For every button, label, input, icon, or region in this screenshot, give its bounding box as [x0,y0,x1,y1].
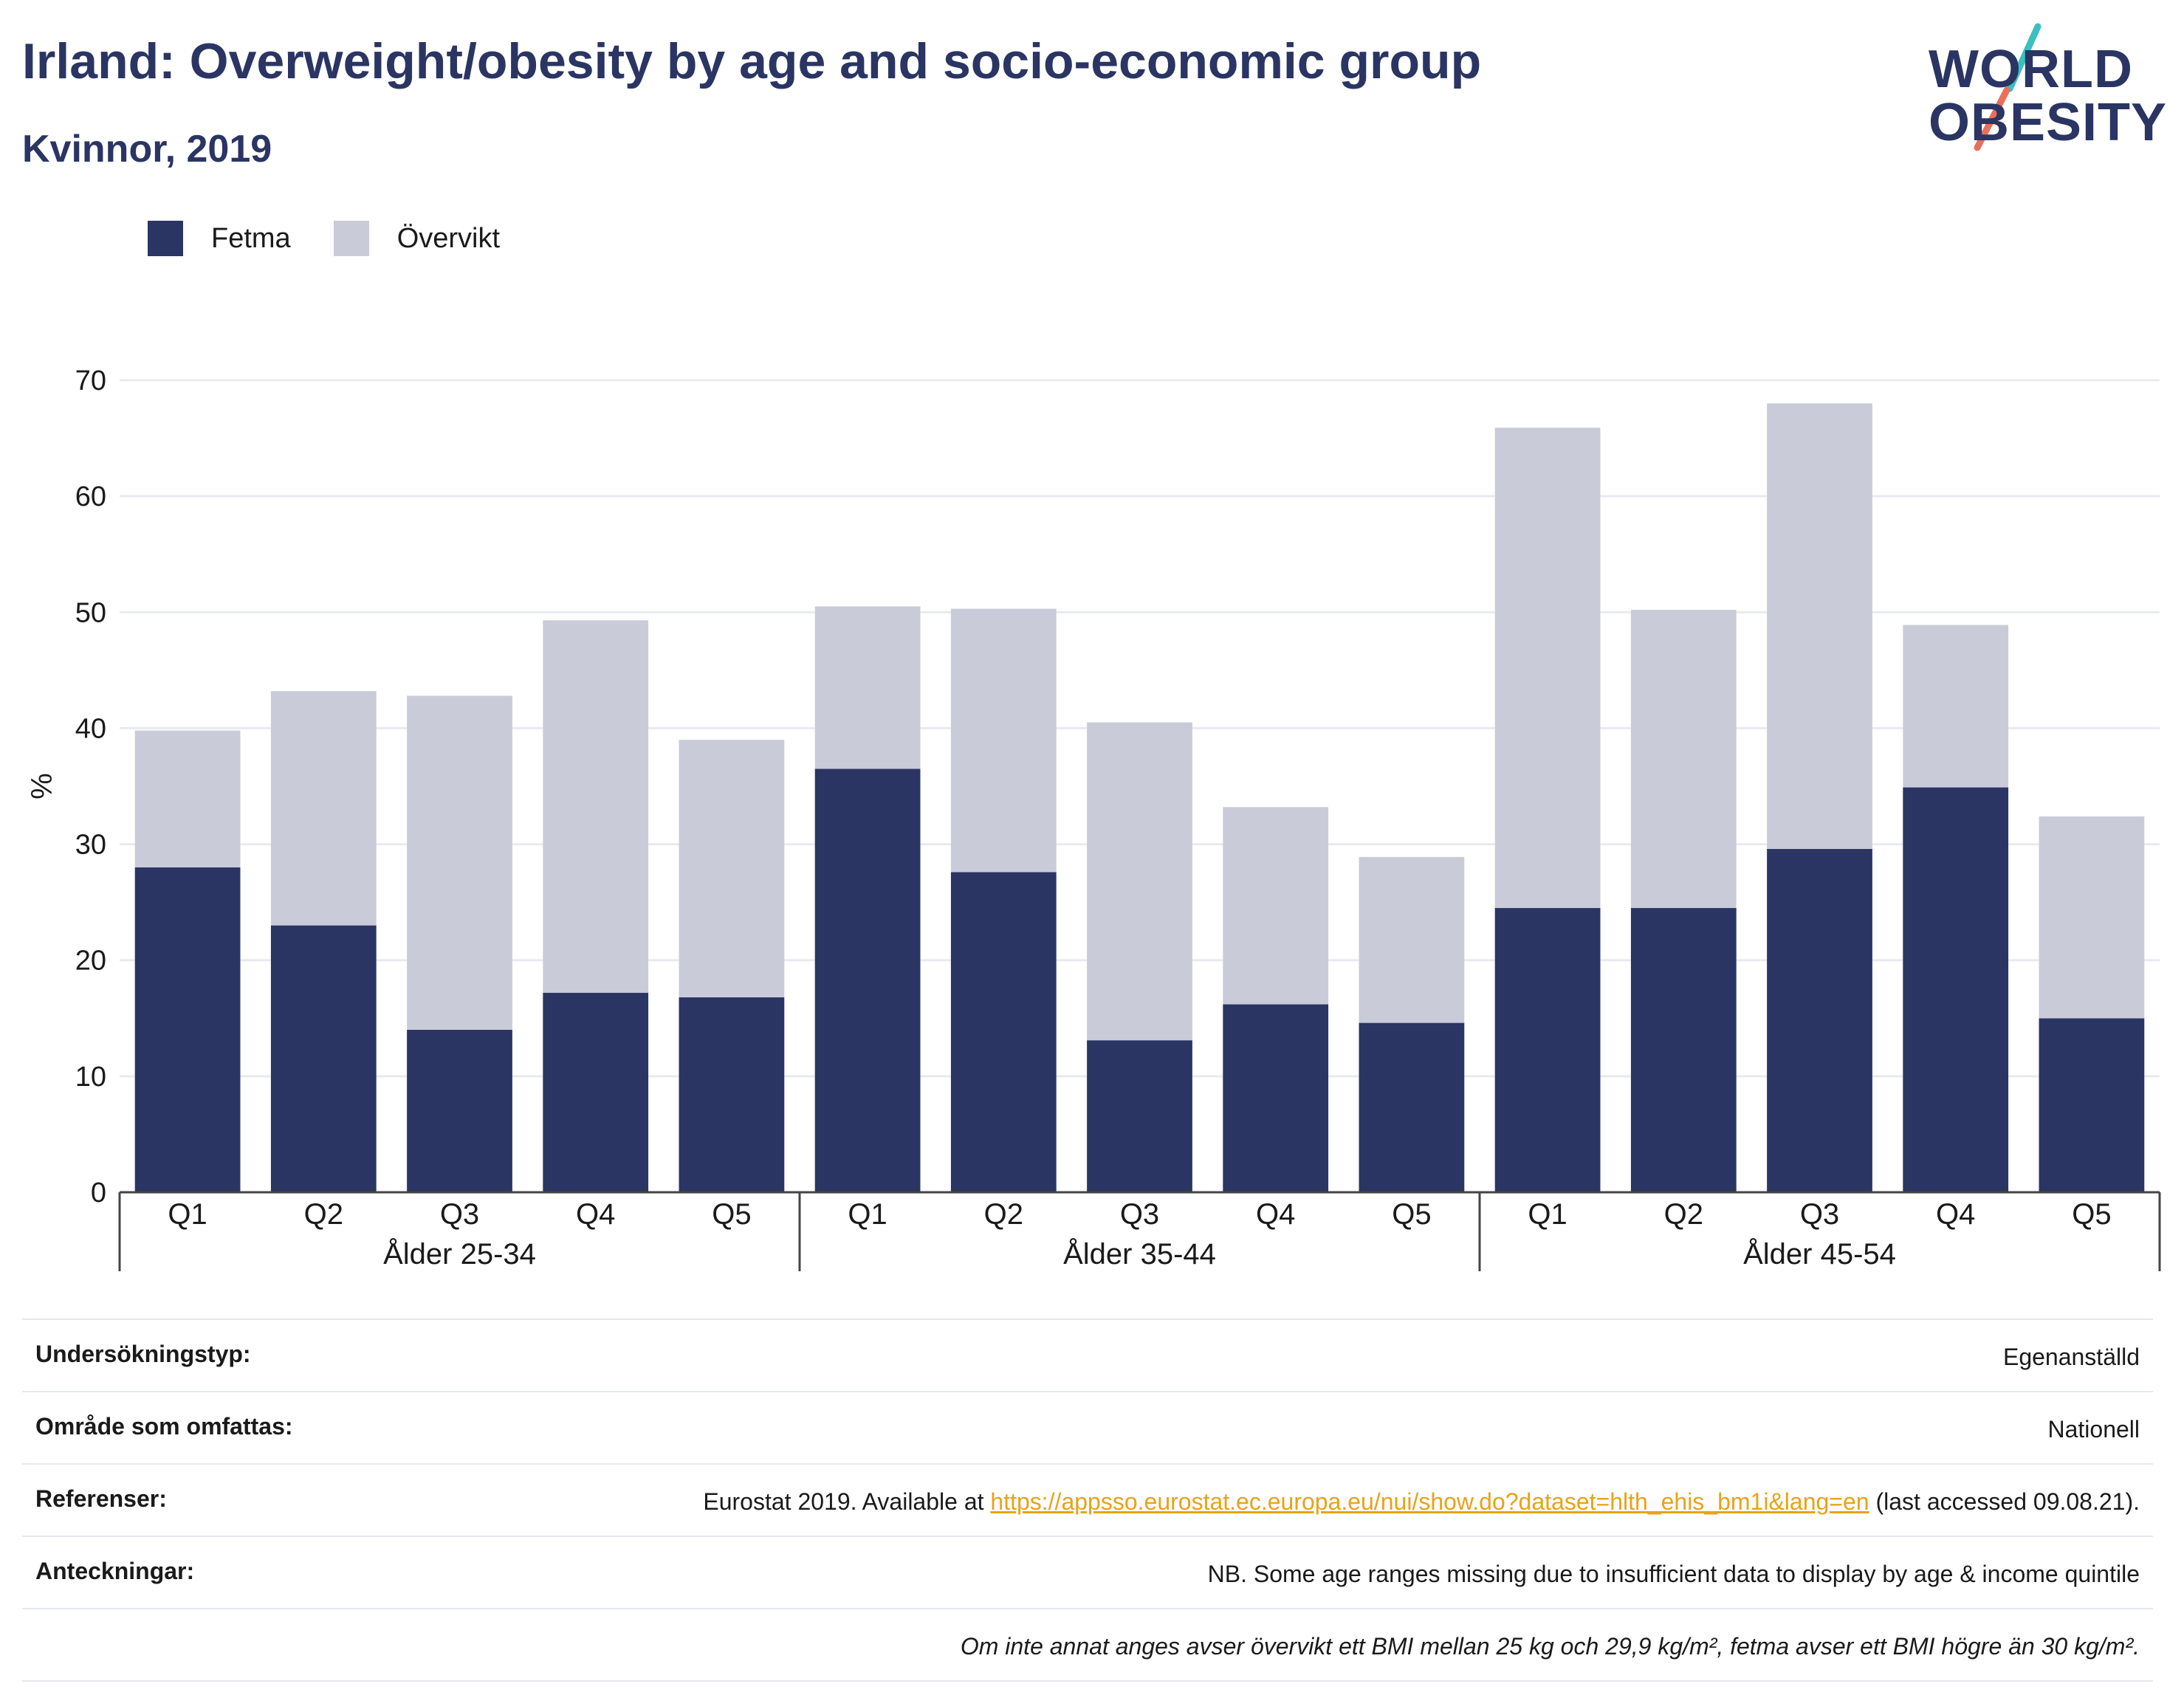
x-tick-label: Q1 [848,1198,887,1231]
y-tick-label: 40 [75,713,106,744]
logo-word-world: WORLD [1929,40,2133,99]
info-table: Undersökningstyp: Egenanställd Område so… [22,1318,2153,1682]
legend-swatch-fetma [148,221,183,256]
bar-fetma[interactable] [1494,908,1601,1192]
info-value: Eurostat 2019. Available at https://apps… [703,1485,2140,1518]
info-row-notes: Anteckningar: NB. Some age ranges missin… [22,1536,2153,1608]
x-tick-label: Q5 [712,1198,751,1231]
bar-fetma[interactable] [407,1030,512,1192]
x-tick-label: Q2 [304,1198,343,1231]
x-tick-label: Q4 [1936,1198,1975,1231]
x-tick-label: Q3 [440,1198,479,1231]
info-key: Område som omfattas: [35,1413,293,1440]
legend-label-overvikt: Övervikt [396,222,501,254]
x-tick-label: Q4 [1256,1198,1295,1231]
bar-overvikt[interactable] [1767,403,1872,849]
world-obesity-logo: WORLD OBESITY [1920,22,2166,155]
bar-overvikt[interactable] [679,740,785,997]
bar-fetma[interactable] [1087,1040,1192,1192]
info-key: Undersökningstyp: [35,1341,251,1367]
footnote: Om inte annat anges avser övervikt ett B… [960,1633,2140,1660]
bar-fetma[interactable] [270,925,377,1192]
info-row-footnote: Om inte annat anges avser övervikt ett B… [22,1608,2153,1682]
reference-prefix: Eurostat 2019. Available at [703,1488,991,1515]
x-tick-label: Q3 [1120,1198,1159,1231]
bar-overvikt[interactable] [407,695,512,1030]
info-row-survey-type: Undersökningstyp: Egenanställd [22,1318,2153,1391]
bar-fetma[interactable] [1903,787,2009,1192]
group-label: Ålder 45-54 [1743,1237,1896,1271]
bar-fetma[interactable] [814,769,921,1192]
bar-chart: 0 10 20 30 40 50 60 70% Q1 Q2 Q3 Q4 Q5 Ålder 25-34 Q1 Q… [26,365,2161,1271]
y-tick-label: 70 [75,365,106,396]
legend-swatch-overvikt [333,221,369,256]
info-key: Anteckningar: [35,1558,195,1584]
legend-item-fetma[interactable]: Fetma [148,221,291,256]
bar-fetma[interactable] [1359,1022,1465,1192]
bar-overvikt[interactable] [1494,427,1601,908]
reference-link[interactable]: https://appsso.eurostat.ec.europa.eu/nui… [990,1488,1869,1515]
bar-overvikt[interactable] [950,608,1057,873]
y-tick-label: 60 [75,481,106,512]
y-axis-label: % [26,773,58,800]
x-tick-label: Q2 [984,1198,1023,1231]
bar-fetma[interactable] [1223,1004,1329,1192]
y-tick-label: 0 [91,1177,106,1208]
bar-fetma[interactable] [679,997,785,1192]
x-tick-label: Q1 [168,1198,207,1231]
x-tick-label: Q2 [1664,1198,1703,1231]
info-value: Nationell [2047,1416,2140,1443]
bar-fetma[interactable] [1630,908,1737,1192]
info-row-coverage: Område som omfattas: Nationell [22,1391,2153,1463]
bar-overvikt[interactable] [1359,856,1465,1023]
info-key: Referenser: [35,1485,167,1512]
chart-title: Irland: Overweight/obesity by age and so… [22,33,1482,89]
info-row-references: Referenser: Eurostat 2019. Available at … [22,1463,2153,1536]
x-tick-label: Q3 [1800,1198,1839,1231]
x-tick-label: Q1 [1528,1198,1567,1231]
logo-word-obesity: OBESITY [1929,93,2168,152]
logo-slash-icon [1974,23,2042,151]
group-label: Ålder 25-34 [383,1237,536,1271]
bar-overvikt[interactable] [270,691,377,926]
x-tick-label: Q4 [576,1198,615,1231]
y-tick-label: 30 [75,830,106,861]
bar-overvikt[interactable] [1087,722,1192,1041]
y-tick-label: 50 [75,597,106,628]
info-value: NB. Some age ranges missing due to insuf… [1207,1561,2140,1587]
group-label: Ålder 35-44 [1063,1237,1216,1271]
bar-overvikt[interactable] [1903,625,2009,788]
bar-fetma[interactable] [1767,848,1872,1192]
x-tick-label: Q5 [2072,1198,2111,1231]
bar-fetma[interactable] [134,867,241,1192]
bar-fetma[interactable] [543,992,649,1192]
reference-suffix: (last accessed 09.08.21). [1869,1488,2140,1515]
bar-overvikt[interactable] [1630,610,1737,908]
chart-subtitle: Kvinnor, 2019 [22,128,272,171]
legend-label-fetma: Fetma [211,222,291,254]
y-tick-label: 20 [75,946,106,977]
bar-overvikt[interactable] [543,620,649,993]
y-tick-label: 10 [75,1062,106,1093]
bar-overvikt[interactable] [1223,807,1329,1005]
bar-overvikt[interactable] [814,606,921,769]
bar-fetma[interactable] [950,872,1057,1192]
bar-overvikt[interactable] [2039,816,2145,1019]
bar-fetma[interactable] [2039,1018,2145,1192]
legend-item-overvikt[interactable]: Övervikt [333,221,501,256]
x-tick-label: Q5 [1392,1198,1431,1231]
info-value: Egenanställd [2002,1344,2140,1370]
chart-legend: Fetma Övervikt [148,220,543,257]
bar-overvikt[interactable] [134,730,241,867]
